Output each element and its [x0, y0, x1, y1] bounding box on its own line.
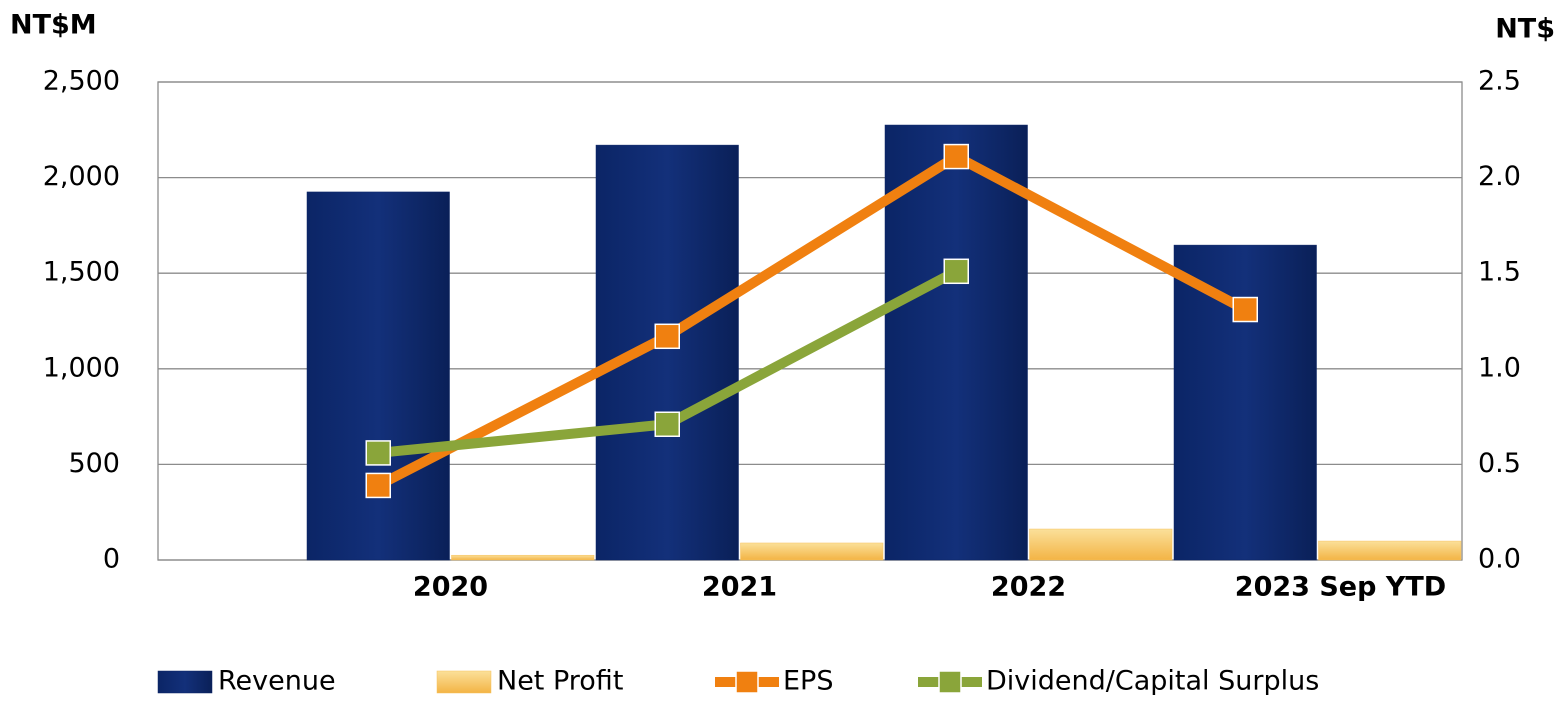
- legend-marker: [735, 670, 759, 694]
- legend-label: Net Profit: [497, 666, 623, 697]
- marker: [943, 258, 969, 285]
- y2-tick-label: 1.5: [1478, 257, 1521, 288]
- bar: [1318, 540, 1462, 561]
- y-tick-label: 500: [68, 448, 120, 479]
- y2-axis-label: NT$: [1495, 14, 1555, 45]
- bar: [451, 554, 595, 561]
- y-tick-label: 1,000: [43, 352, 120, 383]
- bar: [595, 144, 739, 561]
- y2-tick-label: 1.0: [1478, 352, 1521, 383]
- x-tick-label: 2022: [991, 572, 1066, 603]
- y-tick-label: 2,000: [43, 161, 120, 192]
- marker: [365, 440, 391, 466]
- y-tick-label: 0: [103, 544, 120, 575]
- bar: [740, 542, 884, 561]
- bar: [1029, 528, 1173, 561]
- y-tick-label: 2,500: [43, 66, 120, 97]
- legend-swatch: [436, 670, 492, 694]
- y-axis-label: NT$M: [10, 10, 97, 41]
- line: [375, 150, 1248, 490]
- legend-swatch: [157, 670, 213, 694]
- y-tick-label: 1,500: [43, 257, 120, 288]
- bar: [306, 191, 450, 561]
- y2-tick-label: 2.5: [1478, 66, 1521, 97]
- marker: [365, 472, 391, 499]
- x-tick-label: 2021: [702, 572, 777, 603]
- y2-tick-label: 2.0: [1478, 161, 1521, 192]
- x-tick-label: 2023 Sep YTD: [1235, 572, 1446, 603]
- legend-marker: [938, 670, 962, 694]
- x-tick-label: 2020: [413, 572, 488, 603]
- marker: [943, 143, 969, 170]
- marker: [654, 411, 680, 437]
- legend-label: Revenue: [218, 666, 336, 697]
- marker: [1232, 296, 1258, 323]
- bar: [1173, 244, 1317, 561]
- marker: [654, 323, 680, 350]
- y2-tick-label: 0.0: [1478, 544, 1521, 575]
- legend-label: Dividend/Capital Surplus: [986, 666, 1319, 697]
- bar: [884, 124, 1028, 561]
- legend-label: EPS: [783, 666, 833, 697]
- y2-tick-label: 0.5: [1478, 448, 1521, 479]
